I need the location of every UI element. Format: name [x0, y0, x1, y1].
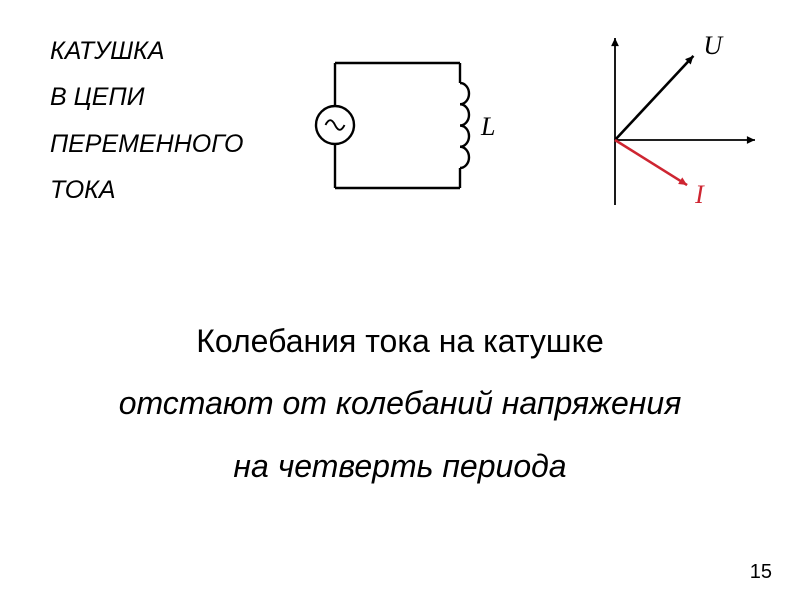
main-line-3: на четверть периода	[0, 435, 800, 497]
main-line-1: Колебания тока на катушке	[0, 310, 800, 372]
title-line-1: КАТУШКА	[50, 28, 243, 74]
phasor-diagram: UI	[540, 30, 770, 225]
page-number: 15	[750, 561, 772, 584]
title-line-4: ТОКА	[50, 167, 243, 213]
svg-text:I: I	[694, 180, 705, 209]
svg-text:L: L	[480, 112, 495, 141]
circuit-diagram: L	[305, 45, 505, 220]
main-line-2: отстают от колебаний напряжения	[0, 372, 800, 434]
title-line-3: ПЕРЕМЕННОГО	[50, 121, 243, 167]
title-line-2: В ЦЕПИ	[50, 74, 243, 120]
svg-text:U: U	[703, 31, 724, 60]
title-block: КАТУШКА В ЦЕПИ ПЕРЕМЕННОГО ТОКА	[50, 28, 243, 213]
main-text: Колебания тока на катушке отстают от кол…	[0, 310, 800, 497]
